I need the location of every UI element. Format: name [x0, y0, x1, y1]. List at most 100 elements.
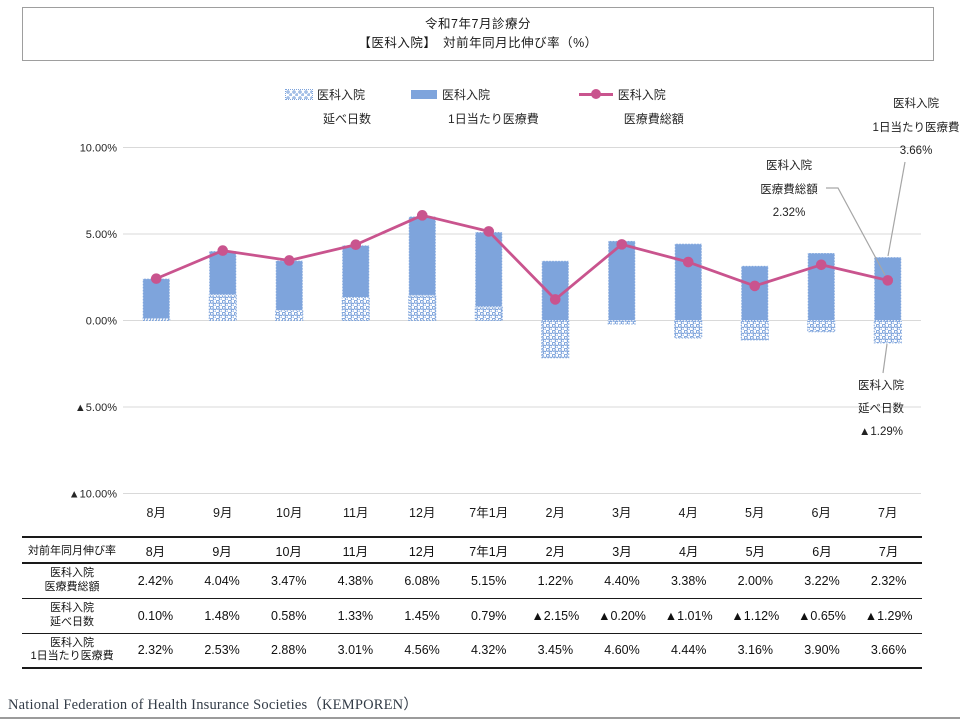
table-row: 医科入院 延べ日数 0.10% 1.48% 0.58% 1.33% 1.45% 0.79% ▲2…	[22, 598, 922, 633]
report-title-line1: 令和7年7月診療分	[425, 17, 531, 31]
table-value-cell: ▲2.15%	[531, 608, 580, 623]
svg-text:11月: 11月	[343, 506, 368, 520]
svg-text:5月: 5月	[745, 506, 764, 520]
table-corner-label: 対前年同月伸び率	[28, 545, 117, 557]
bar-days	[208, 294, 237, 321]
table-month-header: 5月	[745, 544, 766, 559]
annotation-days: 医科入院 延べ日数 ▲1.29%	[858, 378, 904, 438]
table-month-header: 3月	[612, 544, 632, 559]
svg-text:10.00%: 10.00%	[80, 143, 118, 155]
bar-per-day	[275, 260, 304, 311]
gridlines	[123, 147, 921, 494]
bar-days	[408, 294, 437, 322]
bar-per-day	[607, 240, 636, 321]
svg-text:12月: 12月	[409, 506, 435, 520]
table-value-cell: ▲0.65%	[798, 608, 846, 623]
svg-text:▲1.29%: ▲1.29%	[859, 426, 903, 438]
legend-item-days: 医科入院 延べ日数	[285, 86, 371, 127]
bar-per-day	[873, 256, 902, 322]
svg-text:7年1月: 7年1月	[469, 506, 508, 520]
table-month-header: 9月	[212, 544, 232, 559]
bar-per-day	[674, 243, 703, 321]
svg-text:10月: 10月	[276, 506, 302, 520]
bar-per-day	[142, 278, 171, 320]
solid-bar-swatch-icon	[411, 90, 438, 99]
table-value-cell: 2.53%	[204, 643, 240, 658]
svg-text:医療費総額: 医療費総額	[760, 182, 818, 196]
page-bottom-divider	[0, 717, 960, 719]
rate-table: 対前年同月伸び率 8月 9月 10月 11月 12月 7年1月 2月 3月 4月 5月 6月 7月 医科入…	[22, 536, 922, 669]
bar-days	[607, 320, 636, 325]
table-value-cell: 2.00%	[737, 573, 774, 588]
table-row: 医科入院 1日当たり医療費 2.32% 2.53% 2.88% 3.01% 4.56% 4.3…	[22, 633, 922, 668]
table-value-cell: ▲0.20%	[598, 608, 646, 623]
table-header-row: 対前年同月伸び率 8月 9月 10月 11月 12月 7年1月 2月 3月 4月 5月 6月 7月	[22, 537, 922, 563]
bar-days	[674, 320, 703, 339]
svg-text:1日当たり医療費: 1日当たり医療費	[873, 120, 960, 134]
svg-text:9月: 9月	[213, 506, 232, 520]
table-month-header: 7年1月	[469, 544, 509, 559]
bar-per-day	[341, 244, 370, 298]
table-month-header: 12月	[408, 544, 436, 559]
svg-text:7月: 7月	[878, 506, 897, 520]
table-value-cell: 2.32%	[137, 643, 174, 658]
table-value-cell: 2.42%	[137, 573, 174, 588]
table-value-cell: 4.40%	[604, 573, 640, 588]
bar-days	[275, 309, 304, 322]
table-value-cell: 2.32%	[870, 573, 907, 588]
bar-days	[541, 320, 570, 359]
annotation-per-day: 医科入院 1日当たり医療費 3.66%	[873, 96, 960, 157]
table-value-cell: 3.22%	[804, 573, 840, 588]
table-value-cell: ▲1.29%	[864, 608, 913, 623]
table-value-cell: 0.58%	[271, 608, 307, 623]
table-value-cell: 0.10%	[137, 608, 174, 623]
table-month-header: 10月	[275, 544, 302, 559]
table-value-cell: 5.15%	[470, 573, 507, 588]
total-cost-markers	[150, 210, 894, 305]
table-value-cell: 3.16%	[737, 643, 774, 658]
report-title-box: 令和7年7月診療分 【医科入院】 対前年同月比伸び率（%）	[22, 7, 934, 61]
svg-text:医科入院: 医科入院	[766, 158, 812, 172]
table-value-cell: 0.79%	[470, 608, 507, 623]
table-value-cell: 3.90%	[804, 643, 840, 658]
legend-per-day-line1: 医科入院	[442, 88, 491, 102]
legend-item-total: 医科入院 医療費総額	[578, 86, 684, 127]
bar-per-day	[807, 252, 836, 321]
total-cost-line	[155, 213, 889, 301]
table-month-header: 8月	[145, 544, 166, 559]
legend-item-per-day: 医科入院 1日当たり医療費	[411, 86, 539, 127]
table-value-cell: 1.45%	[404, 608, 440, 623]
table-value-cell: 3.45%	[537, 643, 574, 658]
svg-text:2.32%: 2.32%	[773, 207, 806, 219]
table-value-cell: 4.56%	[404, 643, 440, 658]
table-value-cell: 1.22%	[537, 573, 574, 588]
svg-text:3.66%: 3.66%	[900, 145, 933, 157]
growth-rate-combo-chart: 10.00% 5.00% 0.00% ▲5.00% ▲10.00% 8月 9月 10月 11月…	[69, 96, 960, 520]
bar-days	[873, 320, 902, 344]
bar-days	[740, 320, 769, 341]
table-value-cell: 6.08%	[404, 573, 440, 588]
svg-text:2月: 2月	[546, 506, 565, 520]
bar-per-day	[474, 231, 503, 308]
annotation-leader-lines	[826, 161, 906, 374]
table-value-cell: 1.48%	[204, 608, 240, 623]
bar-days	[142, 318, 171, 321]
bars-per-day-series	[142, 216, 902, 322]
table-value-cell: 2.88%	[271, 643, 307, 658]
table-value-cell: 3.01%	[337, 643, 374, 658]
svg-text:3月: 3月	[612, 506, 631, 520]
table-month-header: 11月	[342, 544, 369, 559]
svg-text:8月: 8月	[147, 506, 166, 520]
x-axis-labels: 8月 9月 10月 11月 12月 7年1月 2月 3月 4月 5月 6月 7月	[147, 506, 898, 520]
svg-text:医科入院: 医科入院	[893, 96, 939, 110]
svg-text:医科入院: 医科入院	[858, 378, 904, 392]
bar-per-day	[408, 216, 437, 296]
line-marker-swatch-icon	[578, 89, 613, 99]
table-value-cell: ▲1.12%	[731, 608, 780, 623]
dotted-bar-swatch-icon	[285, 89, 313, 100]
table-row: 医科入院 医療費総額 2.42% 4.04% 3.47% 4.38% 6.08% 5.15% 1…	[22, 563, 922, 598]
table-value-cell: 4.38%	[337, 573, 374, 588]
bar-days	[341, 296, 370, 321]
y-axis-labels: 10.00% 5.00% 0.00% ▲5.00% ▲10.00%	[69, 143, 117, 501]
legend-total-line1: 医科入院	[617, 88, 666, 102]
